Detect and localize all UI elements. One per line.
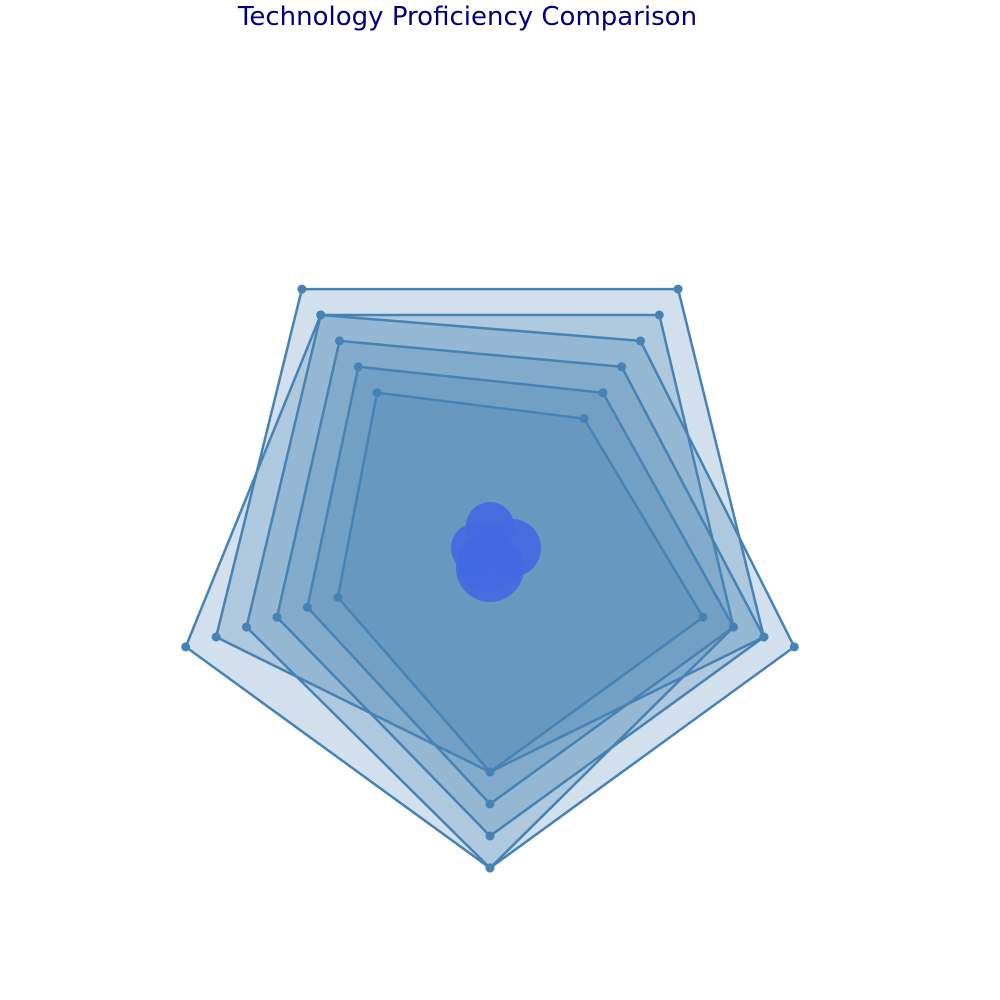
series-2-point-4 (353, 362, 363, 372)
series-3-point-4 (335, 336, 344, 346)
series-6-point-4 (316, 310, 326, 320)
series-6-point-1 (729, 622, 738, 632)
series-3-point-3 (272, 612, 282, 622)
marker-layer (181, 284, 799, 873)
series-3-point-5 (617, 362, 627, 372)
series-5-point-2 (485, 767, 495, 777)
series-2-polygon (306, 365, 735, 806)
series-5-point-4 (297, 284, 307, 294)
series-6-polygon (184, 313, 735, 870)
series-4-polygon (245, 313, 796, 870)
series-4-point-5 (636, 336, 645, 346)
series-2-point-2 (485, 799, 495, 809)
series-6-point-2 (485, 863, 495, 873)
series-6-point-5 (654, 310, 664, 320)
center-bubble-5 (456, 534, 524, 602)
series-2-point-5 (598, 388, 608, 398)
series-3-polygon (275, 339, 766, 838)
center-bubble-layer (451, 502, 541, 602)
series-4-point-3 (242, 622, 251, 632)
series-2-point-3 (302, 602, 312, 612)
series-1-point-3 (333, 592, 343, 602)
series-3-point-2 (485, 831, 495, 841)
series-6-point-3 (181, 642, 191, 652)
series-1-point-4 (372, 388, 382, 398)
series-1-point-5 (579, 414, 589, 424)
chart-title: Technology Proficiency Comparison (237, 2, 698, 32)
series-4-point-1 (789, 642, 799, 652)
series-5-point-5 (673, 284, 683, 294)
series-5-point-1 (759, 632, 769, 642)
series-5-point-3 (211, 632, 221, 642)
series-1-point-1 (698, 612, 708, 622)
